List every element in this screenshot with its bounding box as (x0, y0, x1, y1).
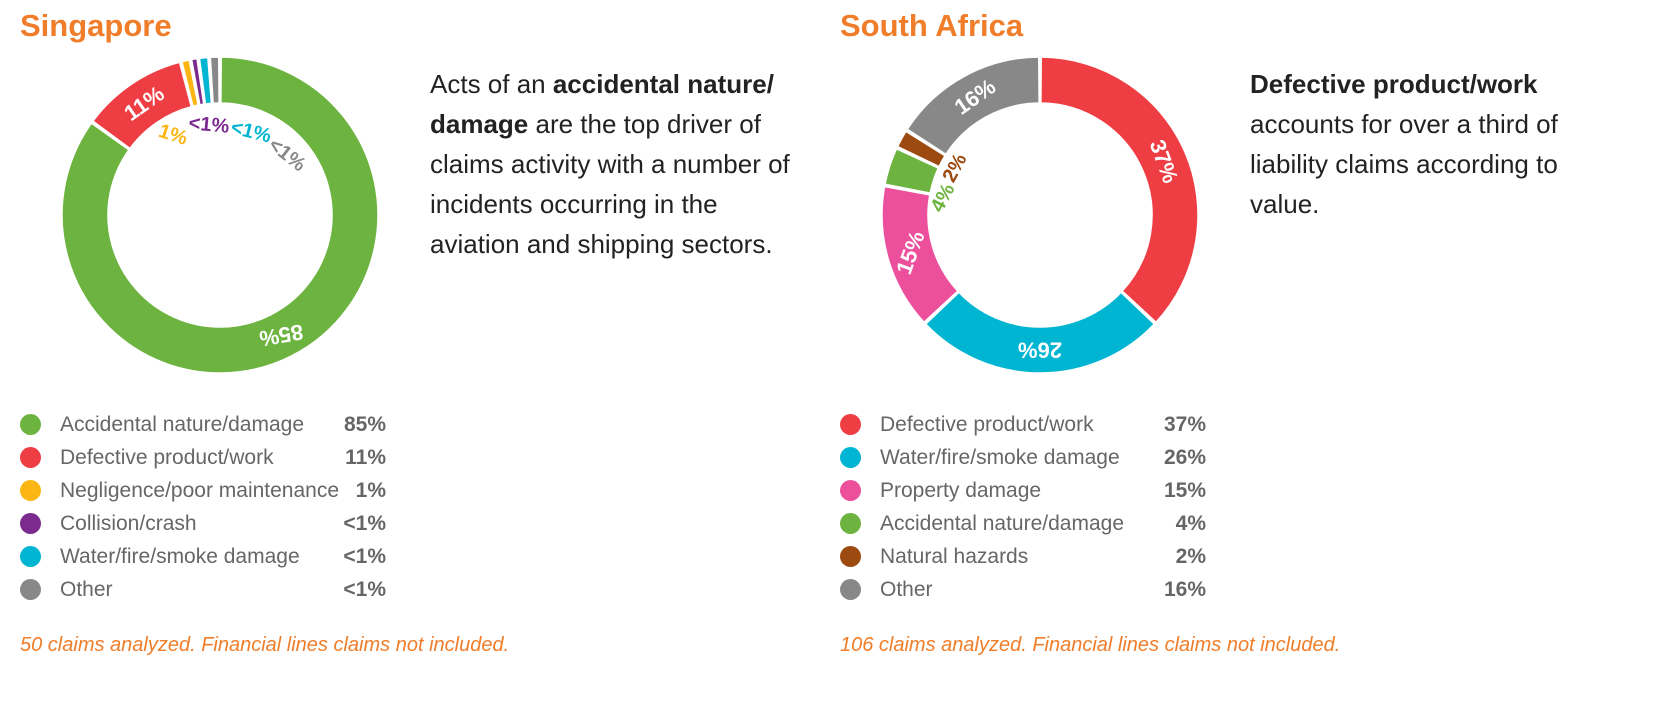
slice-property-damage (881, 185, 959, 324)
footnote: 106 claims analyzed. Financial lines cla… (840, 634, 1341, 656)
panel-title: South Africa (840, 8, 1024, 43)
legend-swatch (20, 414, 41, 435)
legend-label: Water/fire/smoke damage (60, 545, 300, 568)
data-label-negligence-poor-maintenance: 1% (156, 120, 190, 150)
slice-defective-product-work (91, 61, 193, 150)
legend-item-defective-product-work: Defective product/work 11% (20, 441, 400, 474)
legend-item-water-fire-smoke-damage: Water/fire/smoke damage <1% (20, 540, 400, 573)
legend-label: Accidental nature/damage (880, 512, 1124, 535)
slice-defective-product-work (1040, 56, 1199, 324)
legend-swatch (840, 480, 861, 501)
slice-other (906, 56, 1040, 156)
footnote: 50 claims analyzed. Financial lines clai… (20, 634, 510, 656)
highlight-text: Defective product/work (1250, 69, 1538, 99)
legend-item-property-damage: Property damage 15% (840, 474, 1220, 507)
legend-item-other: Other 16% (840, 573, 1220, 606)
chart-legend: Defective product/work 37% Water/fire/smok… (840, 408, 1220, 606)
legend-value: 85% (343, 413, 386, 436)
legend-value: <1% (343, 545, 386, 568)
legend-label: Water/fire/smoke damage (880, 446, 1120, 469)
legend-swatch (20, 579, 41, 600)
legend-swatch (840, 447, 861, 468)
legend-label: Accidental nature/damage (60, 413, 304, 436)
legend-label: Defective product/work (880, 413, 1094, 436)
legend-item-natural-hazards: Natural hazards 2% (840, 540, 1220, 573)
legend-value: 11% (345, 446, 386, 469)
legend-swatch (20, 513, 41, 534)
legend-value: 15% (1163, 479, 1206, 502)
slice-natural-hazards (896, 130, 947, 168)
legend-swatch (840, 513, 861, 534)
legend-label: Other (880, 578, 933, 601)
slice-accidental-nature-damage (61, 56, 379, 374)
south-africa-panel: South Africa 37% 26% 15% 4% 2% 16% Defective … (820, 0, 1640, 722)
legend-item-other: Other <1% (20, 573, 400, 606)
legend-item-water-fire-smoke-damage: Water/fire/smoke damage 26% (840, 441, 1220, 474)
slice-accidental-nature-damage (884, 147, 940, 195)
legend-label: Property damage (880, 479, 1042, 502)
slice-water-fire-smoke-damage (198, 56, 213, 105)
slice-other (209, 56, 220, 105)
legend-swatch (20, 447, 41, 468)
legend-swatch (840, 579, 861, 600)
panel-title: Singapore (20, 8, 172, 43)
data-label-water-fire-smoke-damage: 26% (1018, 338, 1062, 363)
panel-description: Defective product/work accounts for over… (1250, 64, 1580, 224)
legend-swatch (20, 546, 41, 567)
legend-value: 4% (1175, 512, 1206, 535)
legend-value: 1% (355, 479, 386, 502)
slice-collision-crash (190, 57, 205, 106)
data-label-collision-crash: <1% (188, 112, 231, 137)
legend-label: Defective product/work (60, 446, 274, 469)
legend-swatch (20, 480, 41, 501)
legend-label: Negligence/poor maintenance (60, 479, 340, 502)
legend-value: 16% (1163, 578, 1206, 601)
slice-negligence-poor-maintenance (181, 59, 200, 108)
legend-swatch (840, 414, 861, 435)
legend-item-accidental-nature-damage: Accidental nature/damage 85% (20, 408, 400, 441)
legend-item-defective-product-work: Defective product/work 37% (840, 408, 1220, 441)
data-label-water-fire-smoke-damage: <1% (229, 116, 274, 147)
legend-value: 37% (1163, 413, 1206, 436)
legend-item-collision-crash: Collision/crash <1% (20, 507, 400, 540)
legend-value: <1% (343, 578, 386, 601)
legend-label: Natural hazards (880, 545, 1029, 568)
description-text: accounts for over a third of liability c… (1250, 109, 1558, 219)
south-africa-donut-chart: 37%26%15%4%2%16% (881, 56, 1199, 374)
chart-legend: Accidental nature/damage 85% Defective pro… (20, 408, 400, 606)
legend-item-negligence-poor-maintenance: Negligence/poor maintenance 1% (20, 474, 400, 507)
legend-label: Collision/crash (60, 512, 197, 535)
legend-swatch (840, 546, 861, 567)
panel-description: Acts of an accidental nature/ damage are… (430, 64, 800, 264)
legend-value: <1% (343, 512, 386, 535)
legend-value: 2% (1175, 545, 1206, 568)
slice-water-fire-smoke-damage (924, 291, 1156, 374)
singapore-panel: Singapore 85% 11% 1% <1% <1% <1% Acts of an a… (0, 0, 820, 722)
legend-label: Other (60, 578, 113, 601)
description-text: are the top driver of claims activity wi… (430, 109, 790, 259)
description-text: Acts of an (430, 69, 553, 99)
legend-item-accidental-nature-damage: Accidental nature/damage 4% (840, 507, 1220, 540)
highlight-text: accidental nature/ damage (430, 69, 774, 139)
singapore-donut-chart: 85%11%1%<1%<1%<1% (61, 56, 379, 374)
legend-value: 26% (1163, 446, 1206, 469)
